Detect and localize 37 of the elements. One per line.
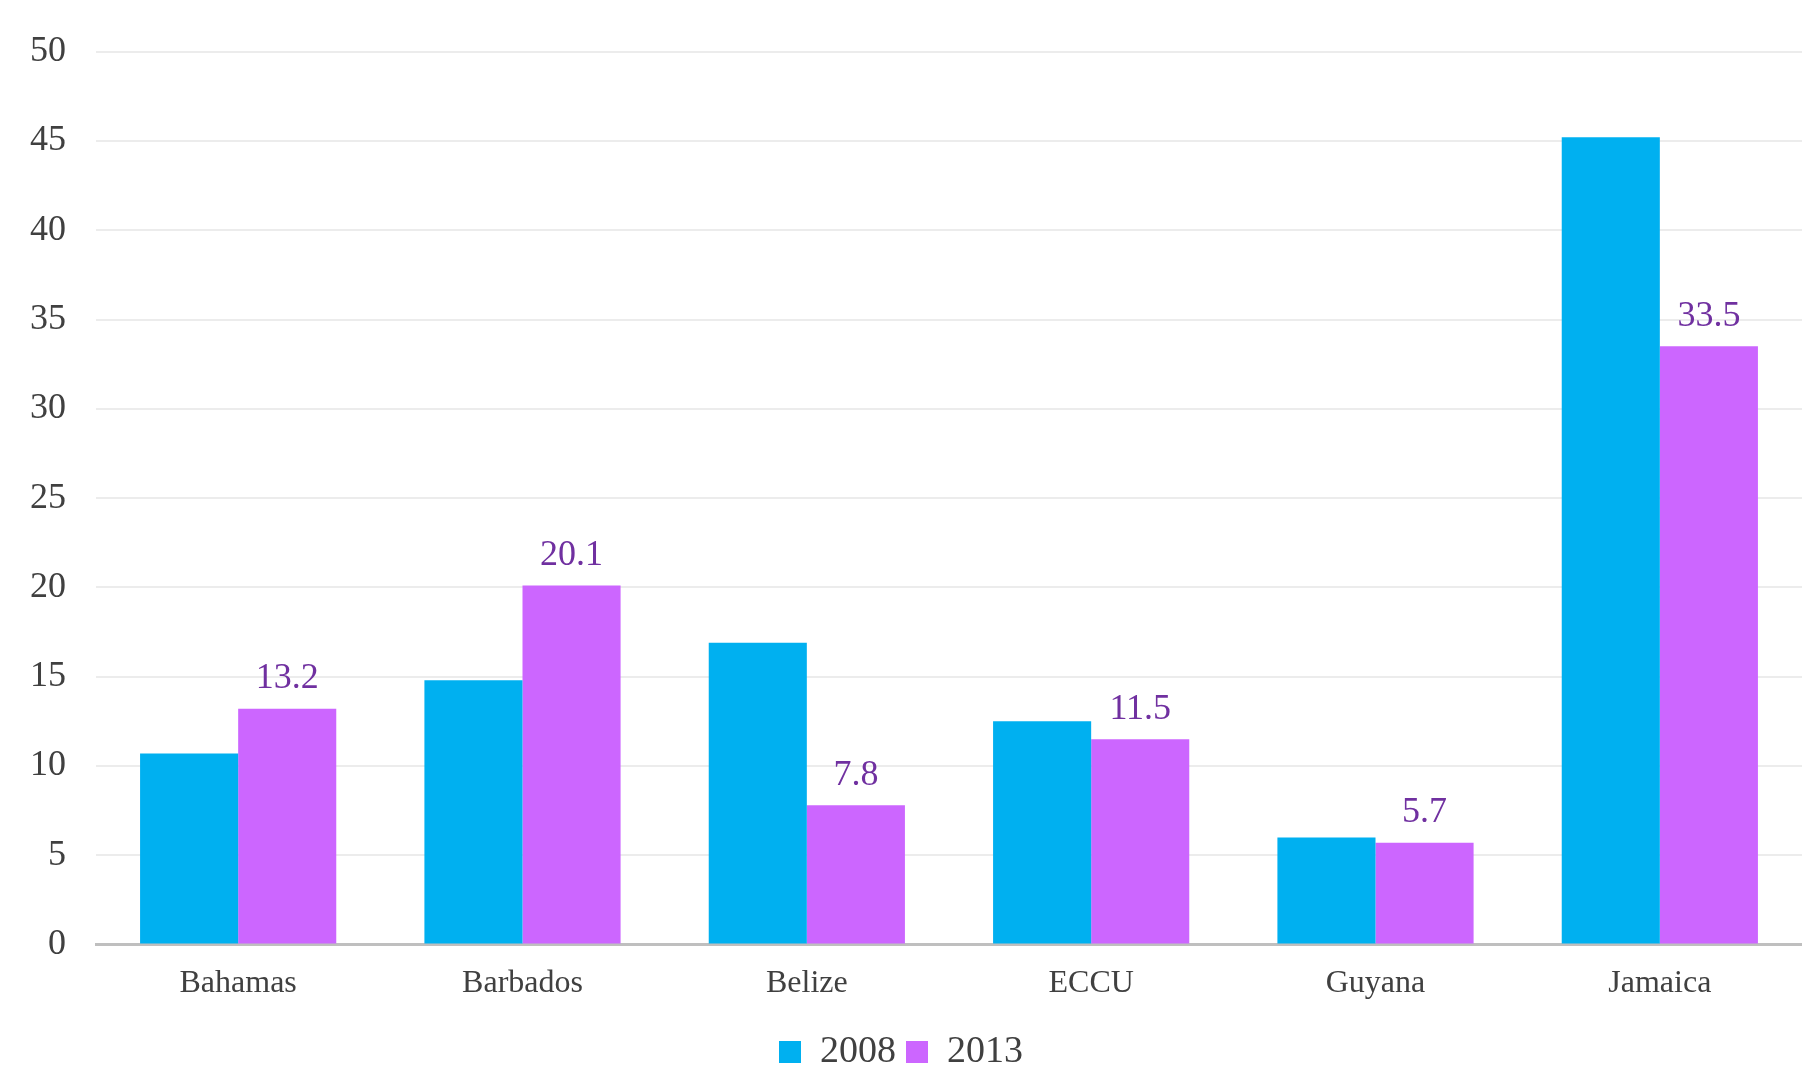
y-tick-label: 10 [30,743,66,784]
bar [993,721,1092,944]
legend-label: 2013 [947,1027,1023,1070]
x-tick-label: Barbados [462,963,583,1000]
y-tick-label: 50 [30,29,66,70]
bar [424,680,523,944]
y-tick-label: 15 [30,654,66,695]
bar [806,805,905,944]
legend-label: 2008 [820,1027,896,1070]
y-tick-label: 25 [30,475,66,516]
y-tick-label: 30 [30,386,66,427]
data-label: 5.7 [1402,790,1448,831]
y-tick-label: 35 [30,296,66,337]
bar [1375,842,1474,944]
data-label: 11.5 [1109,686,1172,727]
data-label: 13.2 [255,656,319,697]
bar [1659,346,1758,944]
x-tick-label: Jamaica [1608,963,1712,1000]
x-tick-label: Bahamas [179,963,297,1000]
bar [238,708,337,944]
bar [140,753,239,944]
bar [522,585,621,944]
y-tick-label: 45 [30,118,66,159]
data-label: 33.5 [1677,293,1741,334]
data-label: 20.1 [540,533,604,574]
data-label: 7.8 [833,752,879,793]
x-tick-label: ECCU [1048,963,1134,1000]
bar [1091,739,1190,944]
y-tick-label: 5 [48,832,66,873]
y-tick-label: 20 [30,564,66,605]
x-tick-label: Belize [765,963,848,1000]
y-tick-label: 40 [30,207,66,248]
bar [1561,137,1660,944]
x-tick-label: Guyana [1325,963,1426,1000]
y-tick-label: 0 [48,922,66,963]
bar [1277,837,1376,944]
bar [708,642,807,944]
